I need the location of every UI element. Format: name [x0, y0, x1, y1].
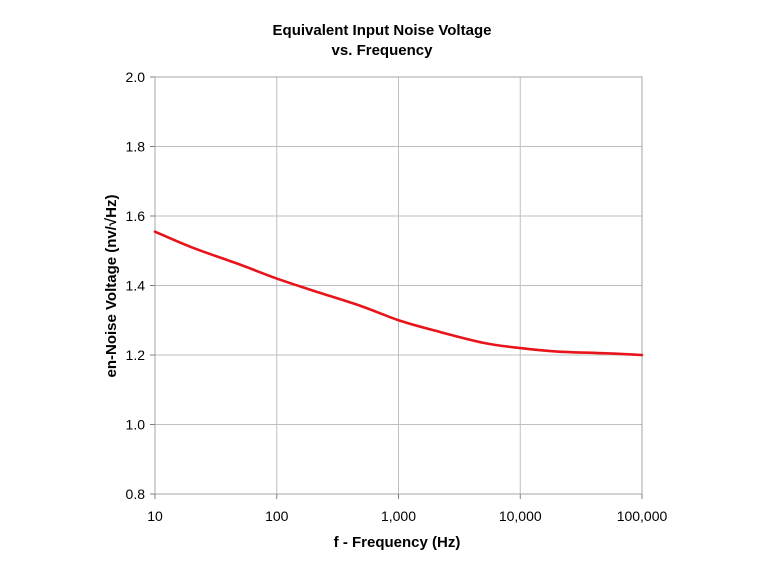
- x-tick-label: 10: [147, 508, 163, 524]
- grid: [154, 76, 643, 495]
- y-tick-label: 0.8: [126, 486, 146, 502]
- y-tick-label: 1.0: [126, 417, 146, 433]
- x-tick-label: 10,000: [499, 508, 542, 524]
- y-axis-ticks: 0.8 1.0 1.2 1.4 1.6 1.8 2.0: [126, 69, 155, 502]
- x-tick-label: 100,000: [617, 508, 668, 524]
- series-layer: [153, 230, 644, 357]
- y-tick-label: 1.6: [126, 208, 146, 224]
- y-tick-label: 1.4: [126, 278, 146, 294]
- x-axis-ticks: 10 100 1,000 10,000 100,000: [147, 494, 668, 524]
- chart-title: Equivalent Input Noise Voltage: [273, 22, 492, 39]
- chart-subtitle: vs. Frequency: [332, 42, 434, 59]
- x-tick-label: 100: [265, 508, 289, 524]
- x-tick-label: 1,000: [381, 508, 416, 524]
- y-axis-label: en-Noise Voltage (nv/√Hz): [103, 195, 120, 378]
- y-tick-label: 2.0: [126, 69, 146, 85]
- x-axis-label: f - Frequency (Hz): [334, 534, 461, 551]
- noise-voltage-series-line: [153, 230, 644, 357]
- y-tick-label: 1.2: [126, 347, 146, 363]
- y-tick-label: 1.8: [126, 139, 146, 155]
